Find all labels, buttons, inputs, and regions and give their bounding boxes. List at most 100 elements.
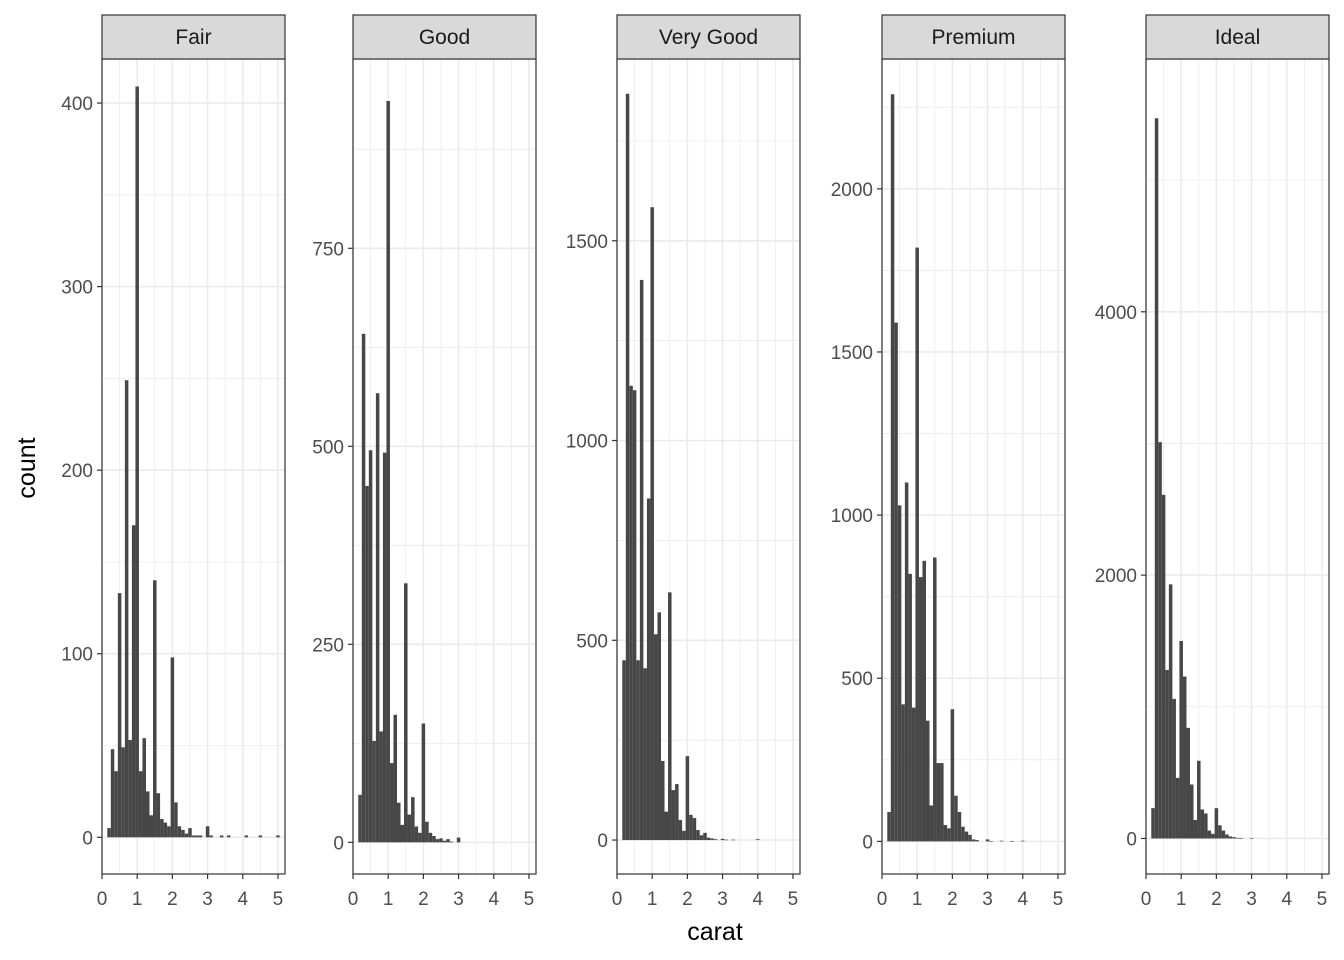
x-tick-label: 1	[132, 889, 143, 910]
facet-very-good: Very Good 0 500 1000 1500 0 1 2 3 4 5	[566, 14, 801, 910]
y-tick-label: 0	[333, 833, 344, 854]
x-tick-label: 4	[488, 889, 499, 910]
y-tick-label: 500	[312, 437, 344, 458]
histogram-bar	[1218, 825, 1222, 839]
histogram-bar	[1161, 494, 1166, 839]
histogram-bar	[950, 709, 955, 842]
histogram-bar	[643, 668, 647, 841]
histogram-bar	[425, 821, 429, 843]
histogram-bar	[177, 826, 182, 838]
histogram-bar	[181, 829, 185, 838]
x-tick-label: 1	[383, 889, 394, 910]
x-tick-label: 5	[1053, 889, 1064, 910]
histogram-bar	[671, 790, 676, 841]
histogram-bar	[170, 657, 175, 838]
x-tick-label: 0	[97, 889, 108, 910]
facet-fair: Fair 0 100 200 300 400 0 1 2 3 4 5	[61, 14, 286, 910]
histogram-bar	[156, 793, 161, 838]
histogram-bar	[117, 593, 122, 838]
x-tick-label: 5	[273, 889, 284, 910]
histogram-bar	[1232, 837, 1236, 839]
histogram-bar	[1172, 698, 1176, 839]
histogram-bar	[632, 390, 637, 841]
y-tick-label: 1000	[566, 432, 608, 453]
histogram-bar	[703, 832, 707, 841]
histogram-bar	[1010, 841, 1014, 842]
y-tick-label: 4000	[1095, 303, 1137, 324]
histogram-bar	[400, 824, 405, 843]
histogram-bar	[365, 485, 369, 843]
facet-strip-label: Premium	[931, 26, 1015, 49]
x-tick-label: 3	[1246, 889, 1257, 910]
y-tick-label: 1500	[831, 343, 873, 364]
histogram-bar	[428, 832, 433, 843]
panel-background	[1146, 59, 1329, 874]
histogram-bar	[358, 794, 362, 843]
histogram-bar	[1207, 830, 1212, 839]
histogram-bar	[389, 763, 394, 843]
histogram-bar	[678, 820, 683, 841]
x-axis-title: carat	[687, 918, 743, 946]
histogram-bar	[943, 825, 948, 842]
x-tick-label: 1	[1176, 889, 1187, 910]
facet-strip	[881, 14, 1066, 60]
histogram-bar	[386, 100, 390, 843]
facet-strip	[1145, 14, 1330, 60]
histogram-bar	[198, 835, 203, 838]
histogram-bar	[1221, 830, 1226, 839]
histogram-bar	[985, 839, 990, 842]
histogram-bar	[971, 839, 976, 842]
histogram-bar	[244, 835, 249, 838]
histogram-bar	[258, 835, 263, 838]
histogram-bar	[219, 835, 224, 838]
histogram-bar	[1182, 676, 1187, 839]
facet-strip-label: Good	[419, 26, 470, 49]
histogram-bar	[145, 791, 150, 838]
histogram-bar	[685, 756, 690, 841]
histogram-bar	[1204, 813, 1208, 839]
histogram-bar	[1021, 840, 1025, 842]
histogram-bar	[442, 840, 447, 843]
y-tick-label: 1000	[831, 506, 873, 527]
histogram-bar	[720, 838, 725, 841]
histogram-bar	[456, 837, 461, 843]
histogram-bar	[138, 771, 143, 838]
y-tick-label: 500	[841, 669, 873, 690]
y-tick-label: 500	[576, 631, 608, 652]
histogram-bar	[706, 837, 711, 841]
x-tick-label: 2	[682, 889, 693, 910]
histogram-bar	[114, 771, 118, 838]
histogram-bar	[110, 749, 115, 838]
histogram-bar	[1193, 820, 1198, 839]
histogram-bar	[418, 832, 422, 843]
histogram-bar	[625, 93, 630, 841]
y-tick-label: 750	[312, 239, 344, 260]
facet-good: Good 0 250 500 750 0 1 2 3 4 5	[312, 14, 537, 910]
histogram-bar	[195, 835, 199, 838]
x-tick-label: 5	[788, 889, 799, 910]
histogram-bar	[174, 802, 178, 838]
histogram-bar	[121, 747, 125, 838]
histogram-bar	[664, 811, 669, 841]
histogram-bar	[894, 322, 898, 842]
histogram-bar	[936, 763, 941, 842]
histogram-bar	[699, 835, 704, 841]
histogram-bar	[1165, 669, 1169, 839]
y-tick-label: 100	[61, 645, 93, 666]
x-tick-label: 0	[877, 889, 888, 910]
facet-strip	[616, 14, 801, 60]
histogram-bar	[1249, 838, 1254, 839]
histogram-bar	[135, 86, 139, 838]
histogram-bar	[124, 380, 129, 838]
x-tick-label: 4	[237, 889, 248, 910]
x-tick-label: 1	[647, 889, 658, 910]
histogram-bar	[682, 830, 686, 841]
histogram-bar	[968, 834, 972, 842]
histogram-bar	[887, 812, 891, 842]
x-tick-label: 2	[1211, 889, 1222, 910]
histogram-bar	[901, 704, 905, 842]
histogram-bar	[897, 505, 902, 842]
histogram-bar	[961, 826, 965, 842]
histogram-bar	[1151, 808, 1155, 839]
y-tick-label: 400	[61, 94, 93, 115]
